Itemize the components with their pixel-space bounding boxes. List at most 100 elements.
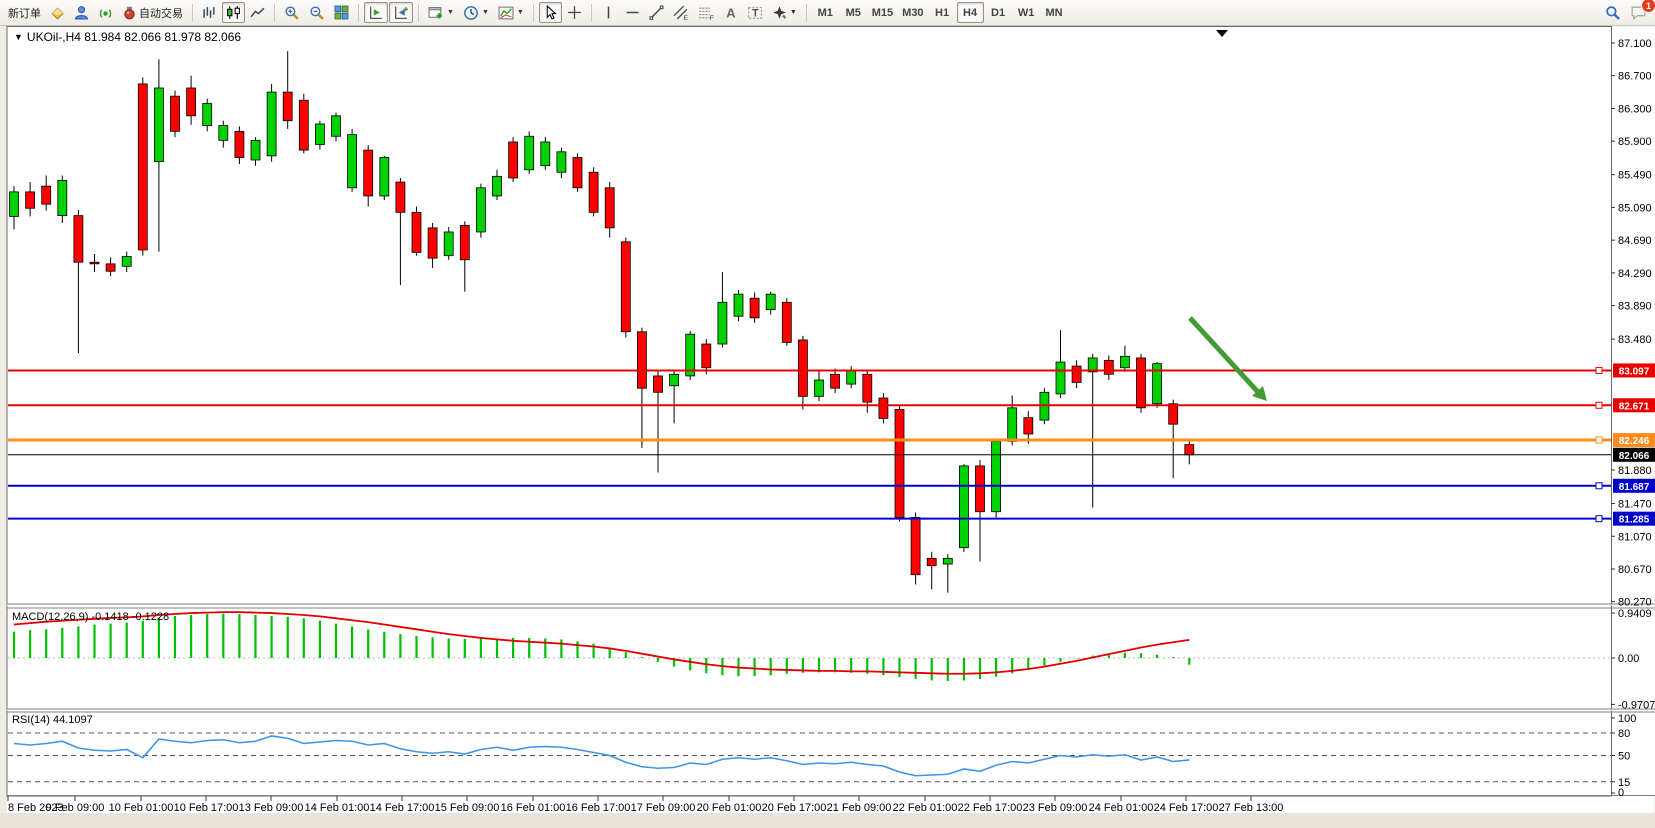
timeframe-m5-button[interactable]: M5 (840, 2, 867, 23)
text-tool-button[interactable]: A (719, 2, 742, 23)
timeframe-d1-button[interactable]: D1 (985, 2, 1012, 23)
vertical-line-tool-button[interactable] (597, 2, 620, 23)
time-axis-label: 14 Feb 17:00 (370, 802, 435, 813)
timeframe-m30-button[interactable]: M30 (898, 2, 927, 23)
zoom-out-button[interactable] (305, 2, 329, 23)
candle-body (540, 141, 551, 167)
level-line-handle[interactable] (1595, 515, 1603, 523)
time-axis-label: 10 Feb 17:00 (174, 802, 239, 813)
candlestick-icon (227, 6, 240, 19)
macd-scale-label: 0.9409 (1618, 608, 1652, 620)
person-icon (75, 6, 88, 20)
horizontal-line-tool-button[interactable] (621, 2, 644, 23)
text-tool-icon: A (726, 5, 735, 20)
chart-shift-marker-icon[interactable] (1216, 30, 1228, 37)
level-line-handle[interactable] (1595, 401, 1603, 409)
cursor-tool-button[interactable] (538, 2, 562, 23)
price-scale-label: 86.300 (1618, 103, 1652, 115)
candle-body (910, 517, 921, 576)
candle-body (814, 379, 824, 397)
rsi-scale-label: 15 (1618, 777, 1630, 789)
price-scale-label: 85.090 (1618, 202, 1652, 214)
time-axis-label: 23 Feb 09:00 (1023, 802, 1088, 813)
price-badge-label: 83.097 (1619, 366, 1650, 377)
candle-body (459, 225, 470, 261)
price-badge (1613, 363, 1655, 378)
broadcast-button[interactable] (94, 2, 117, 23)
candle-body (202, 103, 213, 127)
timeframe-m15-button[interactable]: M15 (868, 2, 897, 23)
toolbar-separator (418, 3, 419, 22)
gold-order-icon-button[interactable] (46, 2, 69, 23)
timeframe-w1-button[interactable]: W1 (1013, 2, 1040, 23)
candle-body (105, 263, 116, 272)
period-button[interactable]: ▼ (459, 2, 493, 23)
time-axis-label: 20 Feb 17:00 (762, 802, 827, 813)
toolbar-separator (805, 3, 807, 22)
level-line-handle[interactable] (1595, 482, 1603, 490)
gold-diamond-icon (51, 7, 64, 20)
notification-badge[interactable]: 1 (1641, 0, 1655, 13)
price-badge-label: 82.066 (1619, 451, 1650, 462)
level-line-handle[interactable] (1595, 366, 1603, 374)
dropdown-caret-icon: ▼ (447, 9, 454, 16)
auto-scroll-button[interactable] (364, 2, 388, 23)
price-badge-label: 81.285 (1619, 515, 1650, 526)
candle-body (765, 293, 776, 311)
price-scale-label: 83.480 (1618, 334, 1652, 346)
timeframe-m1-button[interactable]: M1 (812, 2, 839, 23)
candle-body (1087, 357, 1098, 373)
rsi-line (13, 735, 1190, 777)
time-axis-label: 27 Feb 13:00 (1219, 802, 1284, 813)
candle-body (153, 87, 164, 163)
candle-body (572, 157, 583, 189)
arrows-tool-button[interactable]: ▼ (768, 2, 801, 23)
indicators-button[interactable]: ▼ (494, 2, 528, 23)
timeframe-h1-button[interactable]: H1 (929, 2, 956, 23)
channel-tool-button[interactable]: E (669, 2, 693, 23)
time-axis-panel (7, 796, 1654, 813)
community-button[interactable] (70, 2, 93, 23)
rsi-indicator-label: RSI(14) 44.1097 (12, 714, 93, 726)
trend-arrow[interactable] (1188, 316, 1260, 394)
vertical-line-icon (607, 6, 610, 19)
candle-body (508, 141, 519, 179)
candle-body (1071, 365, 1082, 383)
chart-shift-button[interactable] (389, 2, 413, 23)
rsi-scale-label: 100 (1618, 713, 1636, 725)
chart-symbol-header[interactable]: ▼ UKOil-,H4 81.984 82.066 81.978 82.066 (14, 30, 241, 44)
symbol-collapse-icon[interactable]: ▼ (14, 32, 23, 42)
trendline-tool-button[interactable] (645, 2, 668, 23)
rsi-scale-label: 0 (1618, 787, 1624, 799)
time-axis-label: 9 Feb 09:00 (46, 802, 105, 813)
candle-body (653, 375, 663, 393)
autotrading-button[interactable]: 自动交易 (118, 2, 187, 23)
fibonacci-tool-button[interactable]: F (694, 2, 718, 23)
dropdown-caret-icon: ▼ (516, 9, 524, 16)
line-chart-mode-button[interactable] (246, 2, 269, 23)
tile-windows-button[interactable] (330, 2, 353, 23)
text-label-tool-button[interactable]: T (743, 2, 767, 23)
crosshair-tool-button[interactable] (563, 2, 586, 23)
candle-body (137, 83, 148, 251)
trend-arrow-head[interactable] (1252, 386, 1267, 401)
time-axis-label: 17 Feb 09:00 (631, 802, 696, 813)
search-icon (1606, 5, 1620, 20)
candle-body (588, 171, 599, 213)
main-toolbar: 新订单 自动交易 ▼ ▼ (0, 0, 1655, 26)
search-button[interactable] (1601, 2, 1625, 23)
level-line-handle[interactable] (1595, 436, 1603, 444)
timeframe-h4-button[interactable]: H4 (956, 2, 984, 23)
bar-chart-mode-button[interactable] (198, 2, 221, 23)
timeframe-mn-button[interactable]: MN (1041, 2, 1068, 23)
chart-canvas[interactable]: 87.100 86.700 86.300 85.900 85.490 85.090 84.6… (0, 26, 1655, 813)
new-order-button[interactable]: 新订单 (4, 2, 45, 23)
svg-text:F: F (710, 14, 714, 20)
new-chart-button[interactable]: ▼ (424, 2, 458, 23)
zoom-in-icon (285, 5, 299, 20)
time-axis-label: 14 Feb 01:00 (305, 802, 370, 813)
chart-window: 87.100 86.700 86.300 85.900 85.490 85.090 84.6… (0, 26, 1655, 813)
toolbar-separator (590, 3, 592, 22)
zoom-in-button[interactable] (280, 2, 304, 23)
candlestick-mode-button[interactable] (222, 2, 245, 23)
